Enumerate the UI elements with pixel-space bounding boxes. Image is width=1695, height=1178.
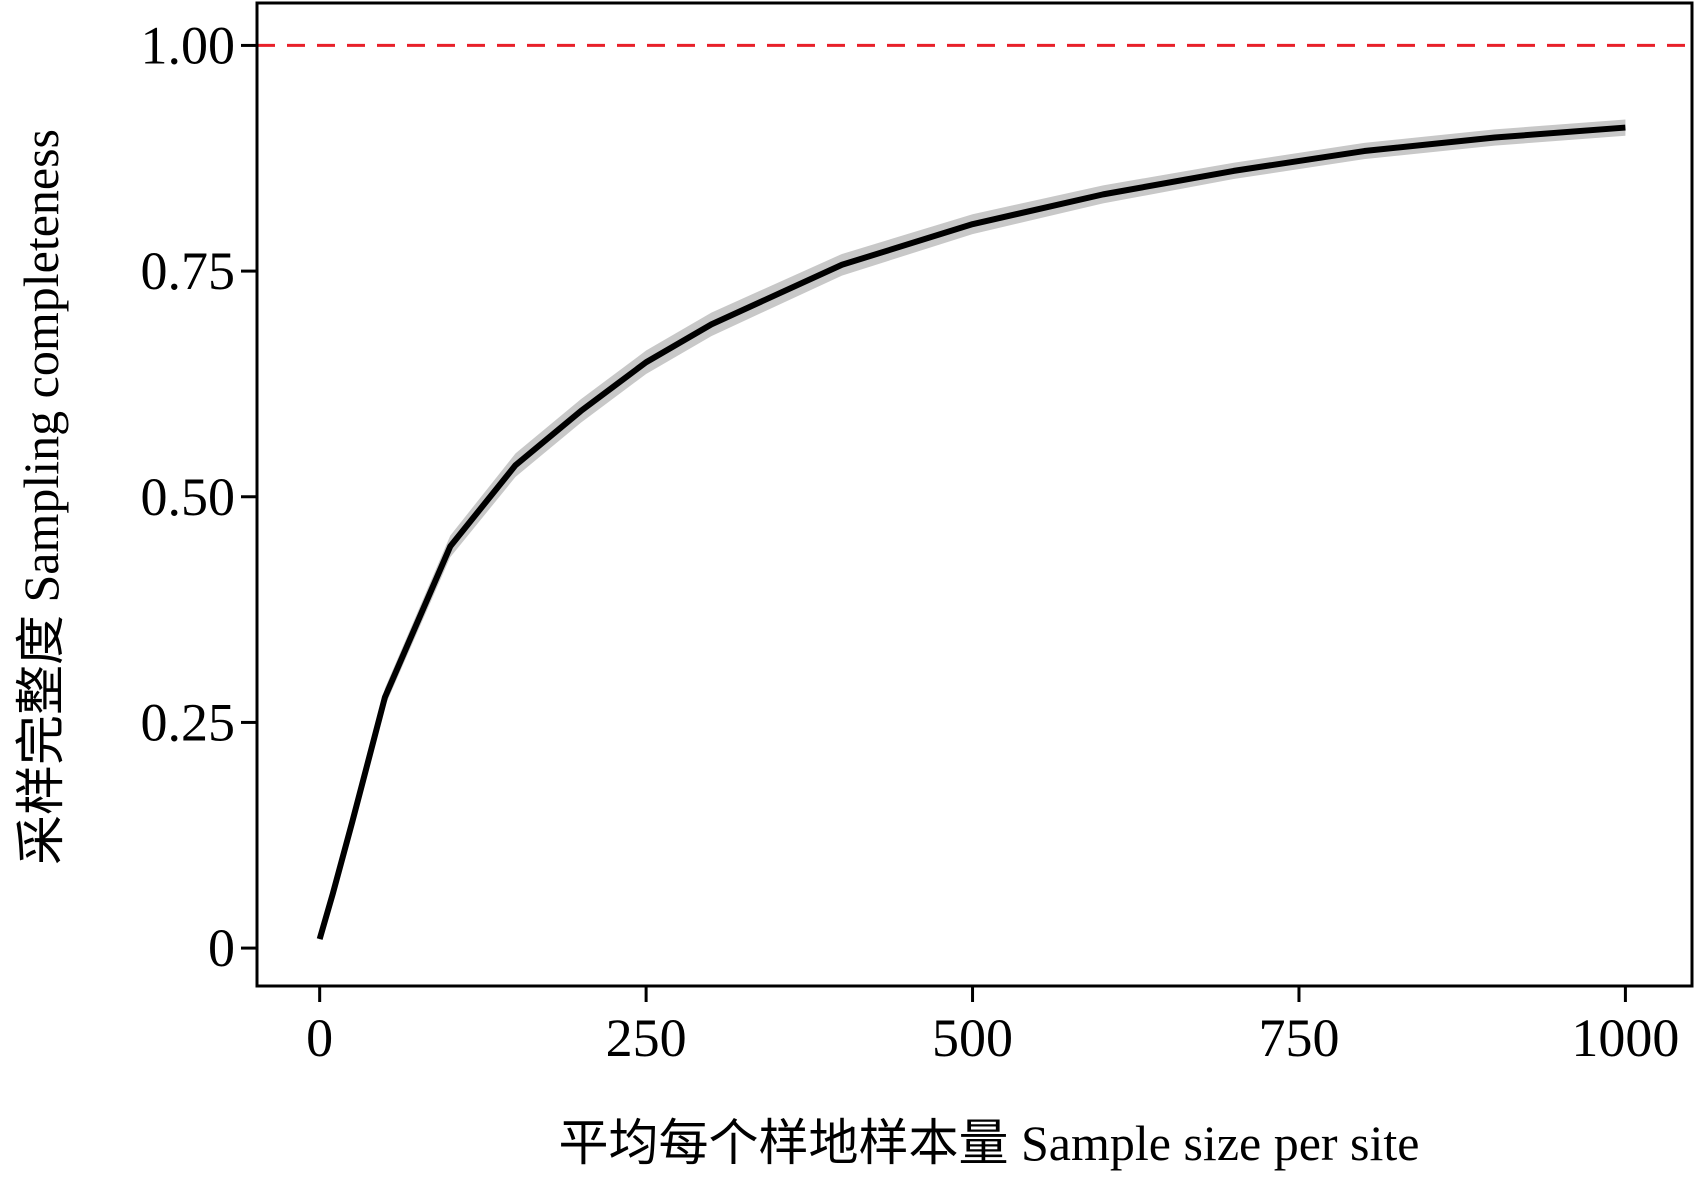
line xyxy=(316,124,1626,940)
y-axis-title: 采样完整度 Sampling completeness xyxy=(13,129,69,865)
y-tick-label: 0.25 xyxy=(141,692,236,752)
x-tick-label: 1000 xyxy=(1571,1008,1679,1068)
x-tick-label: 500 xyxy=(932,1008,1013,1068)
plot-frame xyxy=(255,1,1694,988)
x-tick-label: 750 xyxy=(1258,1008,1339,1068)
x-tick-label: 250 xyxy=(606,1008,687,1068)
x-tick-label: 0 xyxy=(306,1008,333,1068)
x-axis-title: 平均每个样地样本量 Sample size per site xyxy=(559,1115,1420,1171)
confidence-band xyxy=(319,119,1626,941)
y-tick-label: 0.75 xyxy=(141,241,236,301)
y-tick-label: 1.00 xyxy=(141,15,236,75)
y-tick-label: 0 xyxy=(208,918,235,978)
y-tick-label: 0.50 xyxy=(141,467,236,527)
